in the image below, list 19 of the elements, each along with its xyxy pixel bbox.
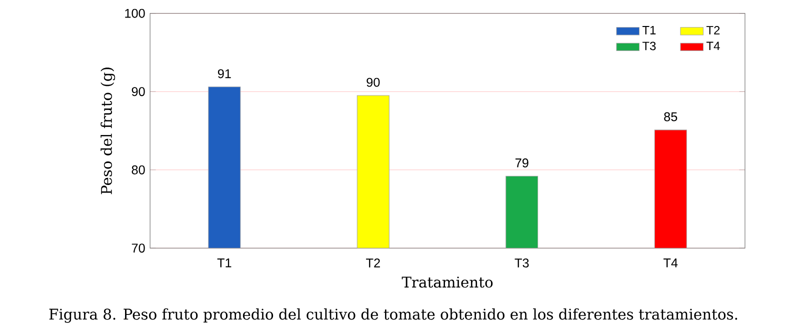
x-tick-label: T2 xyxy=(366,258,380,268)
y-tick-label: 100 xyxy=(125,8,145,18)
legend-label: T3 xyxy=(642,42,656,50)
x-tick-label: T4 xyxy=(664,258,678,268)
y-tick-label: 80 xyxy=(132,165,145,174)
legend-label: T4 xyxy=(706,42,720,50)
data-label: 90 xyxy=(366,78,380,87)
text: Figura 8. Peso fruto promedio del cultivo de tomate obtenido en los diferentes tratamientos. xyxy=(49,308,738,323)
x-tick-label: T3 xyxy=(514,258,529,268)
y-tick-label: 70 xyxy=(132,244,145,253)
x-axis-title: Tratamiento xyxy=(402,276,493,288)
data-label: 79 xyxy=(515,158,528,168)
legend-label: T1 xyxy=(642,26,656,34)
data-label: 91 xyxy=(218,69,231,78)
y-tick-label: 90 xyxy=(132,87,145,96)
data-label: 85 xyxy=(664,112,678,122)
x-tick-label: T1 xyxy=(217,258,232,268)
legend-label: T2 xyxy=(706,26,720,34)
y-axis-title: Peso del fruto (g) xyxy=(100,68,116,194)
